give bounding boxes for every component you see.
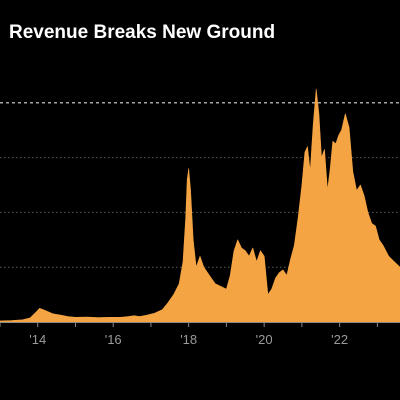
x-tick-label: '22 [331, 332, 348, 347]
area-series-0 [0, 88, 400, 323]
area-series [0, 88, 400, 323]
x-tick-label: '20 [256, 332, 273, 347]
x-tick-label: '14 [29, 332, 46, 347]
chart-title: Revenue Breaks New Ground [9, 22, 276, 43]
x-tick-label: '18 [180, 332, 197, 347]
x-axis: '14 '16 '18 '20 '22 [0, 322, 400, 347]
x-tick-label: '16 [105, 332, 122, 347]
